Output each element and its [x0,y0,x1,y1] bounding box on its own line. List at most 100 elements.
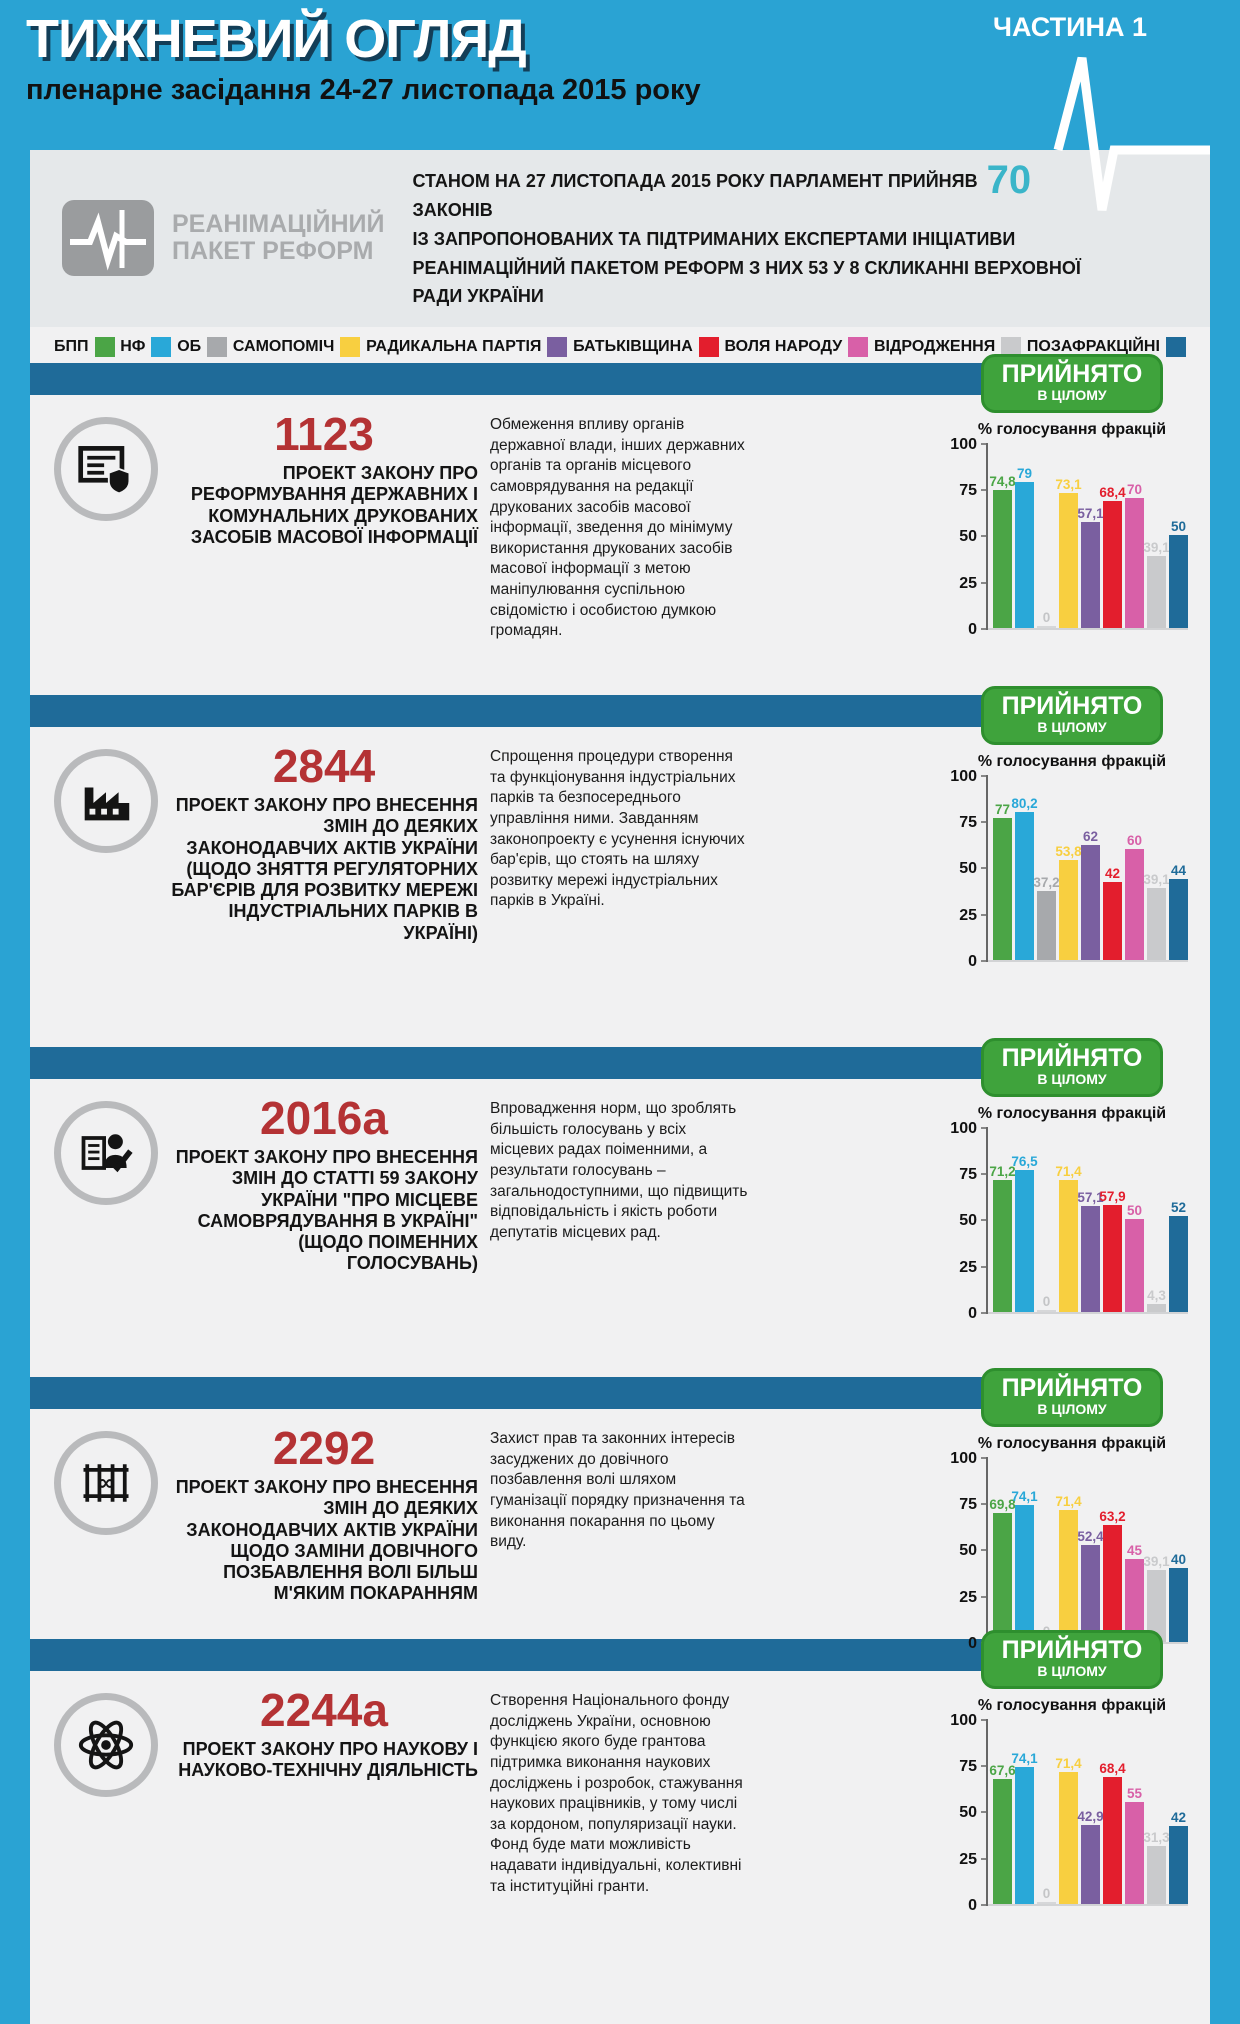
chart-bar-3: 71,4 [1055,1756,1082,1904]
chart-bar-7: 39,1 [1143,540,1170,628]
page-subtitle: пленарне засідання 24-27 листопада 2015 … [26,74,701,106]
voting-chart-block: ПРИЙНЯТО В ЦІЛОМУ % голосування фракцій … [948,1368,1196,1652]
chart-bar-1: 74,1 [1011,1489,1038,1642]
chart-bar-5: 68,4 [1099,1761,1126,1904]
chart-bar-6: 50 [1125,1203,1144,1312]
chart-bar-7: 31,3 [1143,1830,1170,1904]
y-axis: 100 75 50 25 0 [948,1450,988,1652]
legend-swatch [1001,337,1022,358]
legend-item: ПОЗАФРАКЦІЙНІ [1027,337,1186,358]
law-description: Захист прав та законних інтересів засудж… [490,1430,745,1551]
chart-bar-4: 57,1 [1077,1190,1104,1312]
law-title: ПРОЕКТ ЗАКОНУ ПРО РЕФОРМУВАННЯ ДЕРЖАВНИХ… [190,463,478,547]
chart-bar-0: 67,6 [989,1763,1016,1904]
chart-bar-6: 60 [1125,833,1144,960]
bar-chart: 100 75 50 25 0 67,6 74,1 0 71,4 42,9 68,4 55 31,3 42 [948,1712,1196,1914]
y-axis: 100 75 50 25 0 [948,768,988,970]
chart-bar-4: 42,9 [1077,1809,1104,1904]
chart-bar-1: 74,1 [1011,1751,1038,1904]
bar-chart: 100 75 50 25 0 71,2 76,5 0 71,4 57,1 57,9 50 4,3 52 [948,1120,1196,1322]
rpr-logo-text: РЕАНІМАЦІЙНИЙ ПАКЕТ РЕФОРМ [172,209,385,265]
legend-swatch [698,337,719,358]
law-number: 2292 [272,1422,376,1475]
chart-bar-6: 70 [1125,482,1144,628]
chart-bar-3: 71,4 [1055,1494,1082,1642]
voting-chart-block: ПРИЙНЯТО В ЦІЛОМУ % голосування фракцій … [948,354,1196,638]
chart-bar-6: 45 [1125,1543,1144,1642]
law-section-2244a: ПРИЙНЯТО В ЦІЛОМУ % голосування фракцій … [30,1630,1210,2021]
chart-bar-8: 50 [1169,519,1188,628]
law-title: ПРОЕКТ ЗАКОНУ ПРО ВНЕСЕННЯ ЗМІН ДО СТАТТ… [175,1147,478,1274]
bars: 77 80,2 37,2 53,8 62 42 60 39,1 44 [988,773,1188,962]
legend-item: САМОПОМІЧ [233,337,361,358]
legend-item: НФ [120,337,172,358]
bar-chart: 100 75 50 25 0 77 80,2 37,2 53,8 62 42 60 39,1 44 [948,768,1196,970]
legend-swatch [340,337,361,358]
svg-text:∞: ∞ [97,1470,114,1497]
bars: 74,8 79 0 73,1 57,1 68,4 70 39,1 50 [988,441,1188,630]
rpr-logo-icon [62,199,154,276]
accepted-badge: ПРИЙНЯТО В ЦІЛОМУ [981,1630,1163,1689]
section-divider [30,1639,983,1672]
bar-chart: 100 75 50 25 0 74,8 79 0 73,1 57,1 68,4 70 39,1 50 [948,436,1196,638]
legend-swatch [547,337,568,358]
laws-count: 70 [986,158,1032,202]
section-divider [30,1377,983,1410]
factory-icon [54,749,158,854]
voting-chart-block: ПРИЙНЯТО В ЦІЛОМУ % голосування фракцій … [948,1038,1196,1322]
chart-bar-0: 69,8 [989,1497,1016,1642]
law-section-2016a: ПРИЙНЯТО В ЦІЛОМУ % голосування фракцій … [30,1038,1210,1377]
chart-bar-3: 73,1 [1055,477,1082,628]
chart-title: % голосування фракцій [977,420,1167,438]
law-number: 1123 [274,408,374,461]
legend-item: ОБ [177,337,228,358]
legend-swatch [1165,337,1186,358]
section-divider [30,1047,983,1080]
accepted-badge: ПРИЙНЯТО В ЦІЛОМУ [981,686,1163,745]
law-title: ПРОЕКТ ЗАКОНУ ПРО ВНЕСЕННЯ ЗМІН ДО ДЕЯКИ… [171,795,478,943]
law-section-2844: ПРИЙНЯТО В ЦІЛОМУ % голосування фракцій … [30,686,1210,1047]
page-title: ТИЖНЕВИЙ ОГЛЯД [26,9,527,69]
bars: 67,6 74,1 0 71,4 42,9 68,4 55 31,3 42 [988,1717,1188,1906]
y-axis: 100 75 50 25 0 [948,1120,988,1322]
law-section-2292: ПРИЙНЯТО В ЦІЛОМУ % голосування фракцій … [30,1368,1210,1652]
voter-checklist-icon [54,1101,158,1206]
chart-bar-2: 0 [1037,1886,1056,1904]
law-title: ПРОЕКТ ЗАКОНУ ПРО НАУКОВУ І НАУКОВО-ТЕХН… [178,1739,478,1781]
chart-bar-7: 39,1 [1143,872,1170,960]
chart-bar-8: 52 [1169,1200,1188,1312]
chart-bar-0: 74,8 [989,474,1016,628]
section-divider [30,363,983,396]
voting-chart-block: ПРИЙНЯТО В ЦІЛОМУ % голосування фракцій … [948,686,1196,970]
legend-swatch [151,337,172,358]
accepted-badge: ПРИЙНЯТО В ЦІЛОМУ [981,1038,1163,1097]
legend-item: РАДИКАЛЬНА ПАРТІЯ [366,337,568,358]
chart-bar-0: 71,2 [989,1164,1016,1312]
chart-title: % голосування фракцій [977,752,1167,770]
accepted-badge: ПРИЙНЯТО В ЦІЛОМУ [981,354,1163,413]
voting-chart-block: ПРИЙНЯТО В ЦІЛОМУ % голосування фракцій … [948,1630,1196,1914]
chart-bar-2: 0 [1037,1294,1056,1312]
chart-bar-1: 79 [1015,466,1034,628]
faction-legend: БПП НФ ОБ САМОПОМІЧ РАДИКАЛЬНА ПАРТІЯ БА… [30,327,1210,363]
law-number: 2244а [260,1684,388,1737]
y-axis: 100 75 50 25 0 [948,1712,988,1914]
chart-bar-3: 53,8 [1055,844,1082,960]
law-title: ПРОЕКТ ЗАКОНУ ПРО ВНЕСЕННЯ ЗМІН ДО ДЕЯКИ… [175,1477,478,1604]
law-number: 2844 [272,740,376,793]
legend-swatch [207,337,228,358]
law-description: Спрощення процедури створення та функціо… [490,748,745,910]
chart-bar-5: 68,4 [1099,485,1126,628]
chart-bar-2: 0 [1037,610,1056,628]
legend-item: БАТЬКІВЩИНА [573,337,719,358]
law-number: 2016а [260,1092,388,1145]
chart-bar-8: 42 [1169,1810,1188,1904]
chart-bar-6: 55 [1125,1786,1144,1904]
legend-swatch [848,337,869,358]
chart-bar-2: 37,2 [1033,875,1060,960]
intro-text: СТАНОМ НА 27 ЛИСТОПАДА 2015 РОКУ ПАРЛАМЕ… [412,158,1081,307]
chart-bar-3: 71,4 [1055,1164,1082,1312]
